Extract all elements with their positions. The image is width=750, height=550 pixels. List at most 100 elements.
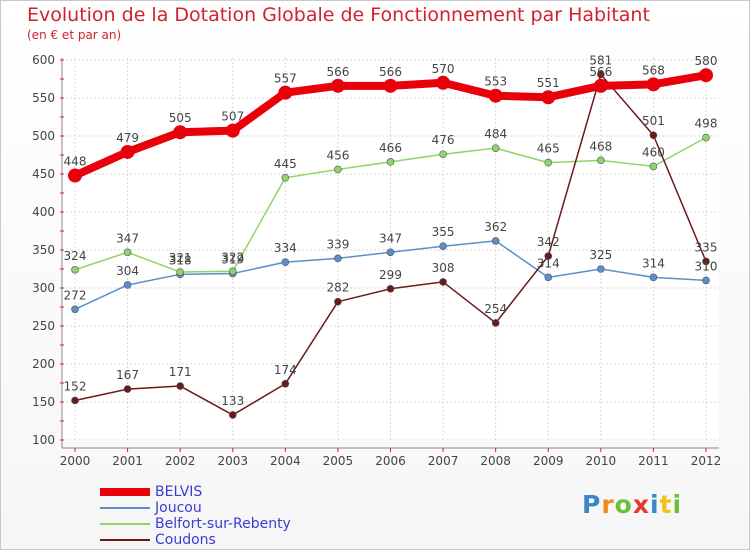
data-point bbox=[281, 174, 290, 182]
data-label: 580 bbox=[695, 54, 718, 68]
data-label: 299 bbox=[379, 268, 402, 282]
y-tick-label: 150 bbox=[32, 395, 55, 409]
y-tick-label: 550 bbox=[32, 91, 55, 105]
data-label: 133 bbox=[221, 394, 244, 408]
data-point bbox=[281, 258, 290, 266]
data-point bbox=[488, 88, 503, 103]
data-point bbox=[71, 265, 79, 274]
data-point bbox=[491, 237, 500, 245]
data-label: 152 bbox=[64, 379, 87, 393]
data-label: 581 bbox=[589, 53, 612, 67]
logo-letter: x bbox=[632, 490, 650, 519]
logo-letter: r bbox=[601, 490, 615, 519]
data-label: 566 bbox=[379, 65, 402, 79]
proxiti-logo: Proxiti bbox=[582, 490, 682, 519]
data-label: 445 bbox=[274, 157, 297, 171]
data-label: 355 bbox=[432, 225, 455, 239]
data-label: 484 bbox=[484, 127, 507, 141]
logo-letter: i bbox=[650, 490, 660, 519]
x-tick-label: 2000 bbox=[60, 454, 91, 468]
data-point bbox=[646, 77, 661, 92]
data-point bbox=[334, 165, 342, 174]
legend-swatch bbox=[100, 507, 150, 509]
data-label: 553 bbox=[484, 75, 507, 89]
data-point bbox=[699, 68, 713, 83]
data-point bbox=[120, 144, 135, 159]
data-label: 498 bbox=[695, 117, 718, 131]
data-point bbox=[439, 150, 447, 159]
x-tick-label: 2005 bbox=[323, 454, 354, 468]
data-point bbox=[123, 248, 132, 257]
logo-letter: o bbox=[614, 490, 633, 519]
legend-item: Joucou bbox=[100, 500, 360, 516]
data-point bbox=[386, 158, 395, 166]
data-point bbox=[173, 125, 188, 140]
logo-letter: P bbox=[582, 490, 602, 519]
data-label: 362 bbox=[484, 220, 507, 234]
data-label: 174 bbox=[274, 363, 297, 377]
logo-letter: t bbox=[659, 490, 673, 519]
data-point bbox=[597, 70, 605, 79]
data-point bbox=[649, 131, 658, 140]
data-point bbox=[593, 78, 608, 93]
y-tick-label: 500 bbox=[32, 129, 55, 143]
data-label: 479 bbox=[116, 131, 139, 145]
chart-title: Evolution de la Dotation Globale de Fonc… bbox=[27, 4, 650, 26]
data-point bbox=[439, 278, 447, 286]
data-label: 272 bbox=[64, 288, 87, 302]
data-label: 347 bbox=[116, 231, 139, 245]
data-point bbox=[649, 162, 658, 171]
data-label: 319 bbox=[221, 253, 244, 267]
x-tick-label: 2008 bbox=[480, 454, 511, 468]
data-label: 557 bbox=[274, 72, 297, 86]
data-label: 507 bbox=[221, 110, 244, 124]
legend-swatch bbox=[100, 488, 150, 496]
legend-swatch bbox=[100, 539, 150, 541]
x-tick-label: 2007 bbox=[428, 454, 459, 468]
data-point bbox=[544, 158, 553, 167]
data-label: 314 bbox=[537, 256, 560, 270]
legend-item: BELVIS bbox=[100, 484, 360, 500]
data-point bbox=[334, 297, 342, 306]
x-tick-label: 2012 bbox=[691, 454, 722, 468]
y-tick-label: 350 bbox=[32, 243, 55, 257]
data-label: 335 bbox=[695, 240, 718, 254]
data-label: 505 bbox=[169, 111, 192, 125]
chart-legend: BELVIS Joucou Belfort-sur-Rebenty Coudons bbox=[100, 484, 360, 548]
data-label: 566 bbox=[326, 65, 349, 79]
data-label: 334 bbox=[274, 241, 297, 255]
data-point bbox=[386, 248, 395, 257]
y-tick-label: 400 bbox=[32, 205, 55, 219]
data-point bbox=[123, 281, 132, 289]
data-label: 282 bbox=[326, 281, 349, 295]
y-tick-label: 600 bbox=[32, 53, 55, 67]
data-label: 318 bbox=[169, 253, 192, 267]
data-point bbox=[123, 385, 132, 393]
data-label: 342 bbox=[537, 235, 560, 249]
data-point bbox=[702, 276, 710, 285]
legend-label: Joucou bbox=[155, 500, 202, 516]
data-point bbox=[330, 78, 345, 93]
data-point bbox=[439, 242, 447, 250]
data-label: 465 bbox=[537, 142, 560, 156]
x-tick-label: 2010 bbox=[586, 454, 617, 468]
data-label: 501 bbox=[642, 114, 665, 128]
legend-item: Belfort-sur-Rebenty bbox=[100, 516, 360, 532]
data-label: 568 bbox=[642, 63, 665, 77]
data-label: 321 bbox=[169, 251, 192, 265]
data-point bbox=[228, 411, 237, 419]
data-point bbox=[334, 254, 342, 263]
data-point bbox=[649, 273, 658, 282]
legend-swatch bbox=[100, 523, 150, 525]
data-label: 566 bbox=[589, 65, 612, 79]
data-label: 347 bbox=[379, 231, 402, 245]
data-label: 476 bbox=[432, 133, 455, 147]
data-point bbox=[702, 257, 710, 266]
y-tick-label: 450 bbox=[32, 167, 55, 181]
data-point bbox=[541, 90, 556, 105]
data-label: 254 bbox=[484, 302, 507, 316]
y-tick-label: 100 bbox=[32, 433, 55, 447]
data-point bbox=[278, 85, 293, 100]
data-label: 468 bbox=[589, 139, 612, 153]
data-label: 339 bbox=[326, 237, 349, 251]
